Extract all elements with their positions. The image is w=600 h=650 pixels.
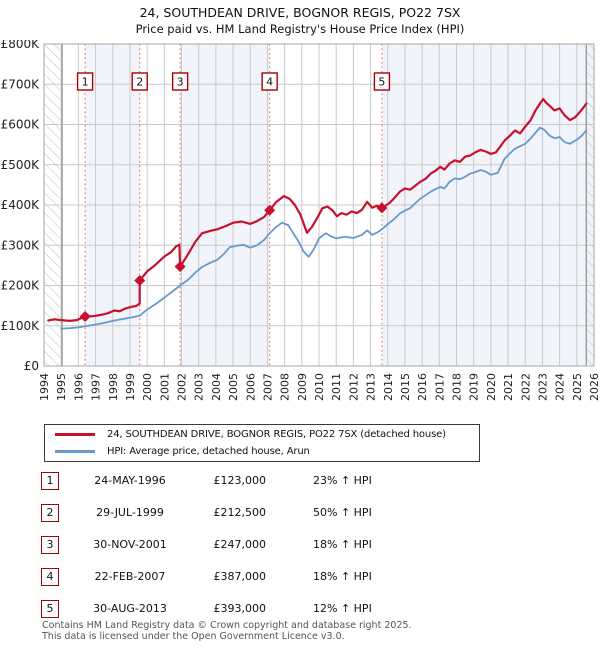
svg-text:£300K: £300K — [1, 238, 41, 252]
svg-text:2020: 2020 — [485, 373, 498, 401]
svg-text:2012: 2012 — [347, 373, 360, 401]
svg-text:2000: 2000 — [141, 373, 154, 401]
transaction-hpi-change: 18% ↑ HPI — [313, 538, 372, 551]
svg-text:2026: 2026 — [588, 373, 600, 401]
svg-text:£0: £0 — [24, 359, 39, 373]
svg-text:1994: 1994 — [38, 373, 51, 401]
svg-text:£700K: £700K — [1, 77, 41, 91]
footer-line-2: This data is licensed under the Open Gov… — [42, 631, 345, 642]
svg-text:2009: 2009 — [296, 373, 309, 401]
svg-text:2011: 2011 — [330, 373, 343, 401]
svg-text:2006: 2006 — [244, 373, 257, 401]
transaction-row: 5 30-AUG-2013 £393,000 12% ↑ HPI — [0, 600, 600, 620]
transaction-hpi-change: 18% ↑ HPI — [313, 570, 372, 583]
svg-text:£800K: £800K — [1, 40, 41, 51]
transaction-date: 24-MAY-1996 — [94, 474, 166, 487]
legend-item-property: 24, SOUTHDEAN DRIVE, BOGNOR REGIS, PO22 … — [45, 427, 479, 442]
legend-label: 24, SOUTHDEAN DRIVE, BOGNOR REGIS, PO22 … — [107, 429, 446, 440]
svg-text:1995: 1995 — [55, 373, 68, 401]
svg-text:2007: 2007 — [261, 373, 274, 401]
svg-text:2023: 2023 — [536, 373, 549, 401]
svg-text:£200K: £200K — [1, 279, 41, 293]
svg-text:2021: 2021 — [502, 373, 515, 401]
svg-text:2013: 2013 — [365, 373, 378, 401]
transaction-date: 22-FEB-2007 — [94, 570, 166, 583]
svg-text:2015: 2015 — [399, 373, 412, 401]
svg-text:2018: 2018 — [451, 373, 464, 401]
svg-text:2005: 2005 — [227, 373, 240, 401]
footer-line-1: Contains HM Land Registry data © Crown c… — [42, 620, 412, 631]
transaction-date: 29-JUL-1999 — [96, 506, 164, 519]
hpi-line-swatch — [55, 450, 95, 453]
transaction-price: £393,000 — [213, 602, 267, 615]
transaction-number-badge: 3 — [41, 536, 59, 554]
svg-text:4: 4 — [266, 76, 273, 89]
svg-text:£600K: £600K — [1, 118, 41, 132]
chart-legend: 24, SOUTHDEAN DRIVE, BOGNOR REGIS, PO22 … — [44, 424, 480, 462]
svg-text:2001: 2001 — [158, 373, 171, 401]
transaction-row: 4 22-FEB-2007 £387,000 18% ↑ HPI — [0, 568, 600, 588]
chart-subtitle: Price paid vs. HM Land Registry's House … — [135, 22, 465, 36]
svg-text:2003: 2003 — [193, 373, 206, 401]
transaction-price: £123,000 — [213, 474, 267, 487]
svg-text:2019: 2019 — [468, 373, 481, 401]
svg-text:1998: 1998 — [107, 373, 120, 401]
license-footer: Contains HM Land Registry data © Crown c… — [42, 620, 412, 642]
svg-text:2004: 2004 — [210, 373, 223, 401]
property-line-swatch — [55, 433, 95, 436]
chart-title: 24, SOUTHDEAN DRIVE, BOGNOR REGIS, PO22 … — [139, 5, 461, 20]
svg-text:2002: 2002 — [176, 373, 189, 401]
svg-text:2022: 2022 — [519, 373, 532, 401]
svg-text:2025: 2025 — [571, 373, 584, 401]
svg-text:1996: 1996 — [72, 373, 85, 401]
transaction-price: £387,000 — [213, 570, 267, 583]
svg-text:2014: 2014 — [382, 373, 395, 401]
svg-text:5: 5 — [378, 76, 385, 89]
svg-text:2008: 2008 — [279, 373, 292, 401]
svg-text:3: 3 — [177, 76, 184, 89]
transaction-hpi-change: 23% ↑ HPI — [313, 474, 372, 487]
svg-text:£100K: £100K — [1, 319, 41, 333]
transaction-date: 30-AUG-2013 — [93, 602, 167, 615]
transaction-number-badge: 1 — [41, 472, 59, 490]
transaction-number-badge: 4 — [41, 568, 59, 586]
svg-text:2: 2 — [136, 76, 143, 89]
transaction-number-badge: 5 — [41, 600, 59, 618]
svg-text:2016: 2016 — [416, 373, 429, 401]
transaction-hpi-change: 12% ↑ HPI — [313, 602, 372, 615]
transaction-row: 1 24-MAY-1996 £123,000 23% ↑ HPI — [0, 472, 600, 492]
legend-label: HPI: Average price, detached house, Arun — [107, 446, 310, 457]
svg-text:£400K: £400K — [1, 198, 41, 212]
svg-text:1999: 1999 — [124, 373, 137, 401]
transaction-hpi-change: 50% ↑ HPI — [313, 506, 372, 519]
svg-text:1997: 1997 — [90, 373, 103, 401]
transaction-number-badge: 2 — [41, 504, 59, 522]
transaction-row: 3 30-NOV-2001 £247,000 18% ↑ HPI — [0, 536, 600, 556]
svg-text:£500K: £500K — [1, 158, 41, 172]
transaction-date: 30-NOV-2001 — [93, 538, 167, 551]
transaction-row: 2 29-JUL-1999 £212,500 50% ↑ HPI — [0, 504, 600, 524]
price-hpi-line-chart: 1 2 3 4 5 £0 £100K £200K £300K £400K £500K £600K £70… — [1, 40, 600, 401]
svg-text:2017: 2017 — [433, 373, 446, 401]
legend-item-hpi: HPI: Average price, detached house, Arun — [45, 444, 479, 459]
svg-text:2010: 2010 — [313, 373, 326, 401]
transaction-price: £247,000 — [213, 538, 267, 551]
transaction-price: £212,500 — [213, 506, 267, 519]
svg-text:2024: 2024 — [554, 373, 567, 401]
svg-text:1: 1 — [82, 76, 89, 89]
